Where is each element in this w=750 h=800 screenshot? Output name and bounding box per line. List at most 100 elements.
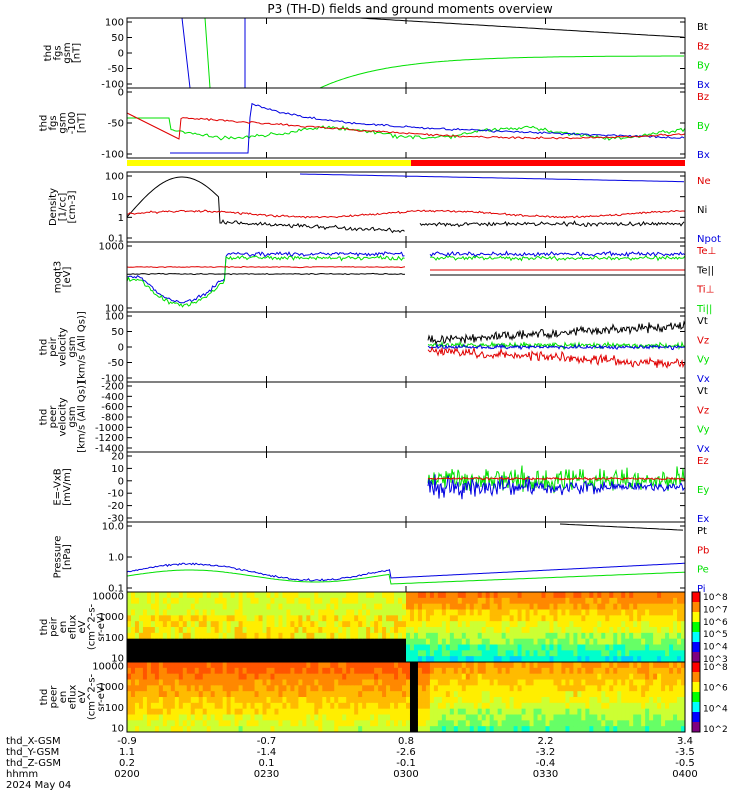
spectrogram-cell (501, 702, 507, 710)
spectrogram-cell (525, 597, 531, 605)
spectrogram-cell (398, 714, 403, 721)
spectrogram-cell (374, 714, 379, 721)
spectrogram-cell (398, 597, 403, 605)
spectrogram-cell (497, 685, 503, 692)
ytick-label: -1000 (95, 423, 124, 434)
spectrogram-cell (338, 638, 343, 645)
spectrogram-cell (174, 621, 180, 628)
panel-10: thdpeerenefluxeV(cm^2-s-sr-eV)1000010001… (39, 661, 728, 735)
spectrogram-cell (649, 644, 654, 651)
spectrogram-cell (306, 603, 311, 610)
spectrogram-cell (437, 697, 443, 704)
spectrogram-cell (473, 714, 479, 721)
spectrogram-cell (513, 662, 519, 669)
spectrogram-cell (262, 603, 267, 610)
spectrogram-cell (537, 685, 543, 692)
spectrogram-cell (198, 632, 204, 640)
spectrogram-cell (561, 592, 566, 599)
spectrogram-cell (218, 673, 224, 680)
spectrogram-cell (366, 656, 371, 663)
spectrogram-cell (493, 638, 499, 645)
spectrogram-cell (402, 650, 407, 657)
spectrogram-cell (513, 714, 519, 721)
spectrogram-cell (150, 644, 156, 651)
spectrogram-cell (533, 667, 539, 675)
spectrogram-cell (186, 691, 192, 698)
spectrogram-cell (158, 720, 164, 727)
spectrogram-cell (406, 673, 411, 680)
spectrogram-cell (469, 621, 475, 628)
spectrogram-cell (593, 597, 598, 605)
spectrogram-cell (218, 720, 224, 727)
spectrogram-cell (127, 708, 132, 715)
spectrogram-cell (605, 638, 610, 645)
spectrogram-cell (310, 726, 315, 733)
spectrogram-cell (445, 662, 451, 669)
spectrogram-cell (605, 650, 610, 657)
spectrogram-cell (386, 679, 391, 686)
spectrogram-cell (433, 632, 439, 640)
spectrogram-cell (409, 720, 415, 727)
spectrogram-cell (557, 702, 562, 710)
spectrogram-cell (597, 621, 602, 628)
spectrogram-cell (461, 679, 467, 686)
spectrogram-cell (230, 592, 236, 599)
spectrogram-cell (266, 632, 271, 640)
spectrogram-cell (669, 708, 674, 715)
spectrogram-cell (537, 662, 543, 669)
spectrogram-cell (182, 650, 188, 657)
ylabel-line: velocity (57, 397, 68, 436)
spectrogram-cell (497, 667, 503, 675)
spectrogram-cell (677, 597, 682, 605)
spectrogram-cell (641, 597, 646, 605)
spectrogram-cell (270, 679, 275, 686)
spectrogram-cell (162, 662, 168, 669)
spectrogram-cell (278, 697, 283, 704)
spectrogram-cell (130, 621, 136, 628)
spectrogram-cell (497, 697, 503, 704)
spectrogram-cell (146, 685, 152, 692)
spectrogram-cell (433, 667, 439, 675)
spectrogram-cell (429, 609, 435, 616)
spectrogram-cell (346, 603, 351, 610)
spectrogram-cell (362, 656, 367, 663)
spectrogram-cell (413, 621, 419, 628)
spectrogram-cell (673, 603, 678, 610)
spectrogram-cell (517, 609, 523, 616)
spectrogram-cell (661, 603, 666, 610)
spectrogram-cell (417, 685, 423, 692)
spectrogram-cell (457, 592, 463, 599)
spectrogram-cell (521, 621, 527, 628)
spectrogram-cell (461, 691, 467, 698)
spectrogram-cell (541, 644, 546, 651)
spectrogram-cell (278, 644, 283, 651)
spectrogram-cell (334, 685, 339, 692)
spectrogram-cell (609, 720, 614, 727)
spectrogram-cell (130, 627, 136, 634)
spectrogram-cell (402, 697, 407, 704)
spectrogram-cell (218, 621, 224, 628)
spectrogram-cell (673, 685, 678, 692)
spectrogram-cell (641, 726, 646, 733)
spectrogram-cell (433, 644, 439, 651)
legend-by: By (697, 61, 710, 72)
spectrogram-cell (641, 627, 646, 634)
spectrogram-cell (342, 691, 347, 698)
spectrogram-cell (425, 673, 431, 680)
spectrogram-cell (378, 615, 383, 622)
spectrogram-cell (318, 691, 323, 698)
spectrogram-cell (198, 702, 204, 710)
spectrogram-cell (541, 685, 546, 692)
spectrogram-cell (274, 691, 279, 698)
spectrogram-cell (509, 650, 515, 657)
spectrogram-cell (294, 685, 299, 692)
spectrogram-cell (561, 650, 566, 657)
spectrogram-cell (154, 691, 160, 698)
spectrogram-cell (158, 638, 164, 645)
spectrogram-cell (469, 667, 475, 675)
spectrogram-cell (286, 726, 291, 733)
orbit-value: 1.1 (119, 747, 135, 758)
spectrogram-cell (134, 627, 140, 634)
spectrogram-cell (621, 592, 626, 599)
